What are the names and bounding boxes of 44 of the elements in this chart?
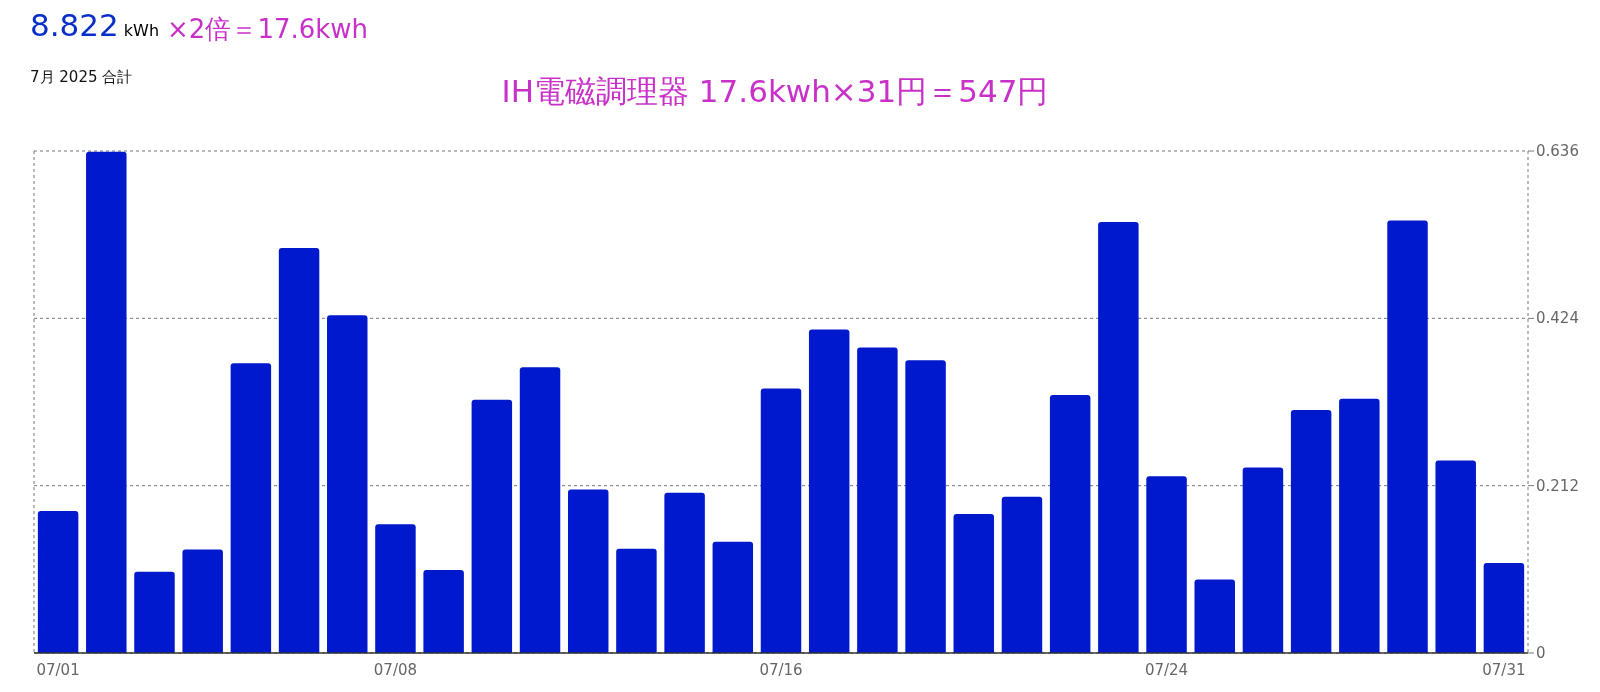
bar <box>1001 496 1043 653</box>
bar <box>471 399 513 653</box>
bar <box>86 151 127 653</box>
x-tick-label: 07/24 <box>1144 661 1189 679</box>
bar <box>808 329 850 653</box>
bar <box>327 315 368 653</box>
bar <box>1194 579 1235 653</box>
text: ×2倍＝17.6kwh <box>167 14 369 44</box>
bar <box>712 541 754 653</box>
bar <box>1387 220 1428 653</box>
bar <box>1339 398 1380 653</box>
y-tick-label: 0.636 <box>1536 142 1579 160</box>
bar <box>616 548 657 653</box>
bar <box>567 489 609 653</box>
bar <box>1098 222 1139 653</box>
bar <box>519 367 561 653</box>
y-tick-label: 0 <box>1536 644 1546 662</box>
bar <box>182 549 223 653</box>
bar <box>134 571 175 653</box>
bar <box>375 524 416 653</box>
bar <box>1242 467 1284 653</box>
bar <box>423 570 464 653</box>
bar <box>37 510 79 653</box>
bar <box>664 492 705 653</box>
chart-subtitle: 7月 2025 合計 <box>30 68 133 86</box>
chart-title: 8.822 kWh <box>30 7 160 43</box>
text: IH電磁調理器 17.6kwh×31円＝547円 <box>501 73 1049 109</box>
bar <box>953 514 995 653</box>
bar <box>278 248 320 653</box>
x-tick-label: 07/31 <box>1482 661 1526 679</box>
bar <box>857 347 898 653</box>
y-tick-label: 0.212 <box>1536 476 1579 495</box>
bar <box>1146 476 1187 653</box>
bar <box>1049 394 1091 653</box>
x-tick-label: 07/08 <box>373 661 418 679</box>
y-tick-label: 0.424 <box>1536 309 1579 328</box>
bar <box>1483 563 1525 653</box>
bar <box>905 360 946 653</box>
bar <box>1435 460 1476 653</box>
bar <box>760 388 802 653</box>
bar <box>1290 409 1332 653</box>
x-tick-label: 07/01 <box>36 661 80 679</box>
bar <box>230 363 272 653</box>
x-tick-label: 07/16 <box>759 661 803 679</box>
